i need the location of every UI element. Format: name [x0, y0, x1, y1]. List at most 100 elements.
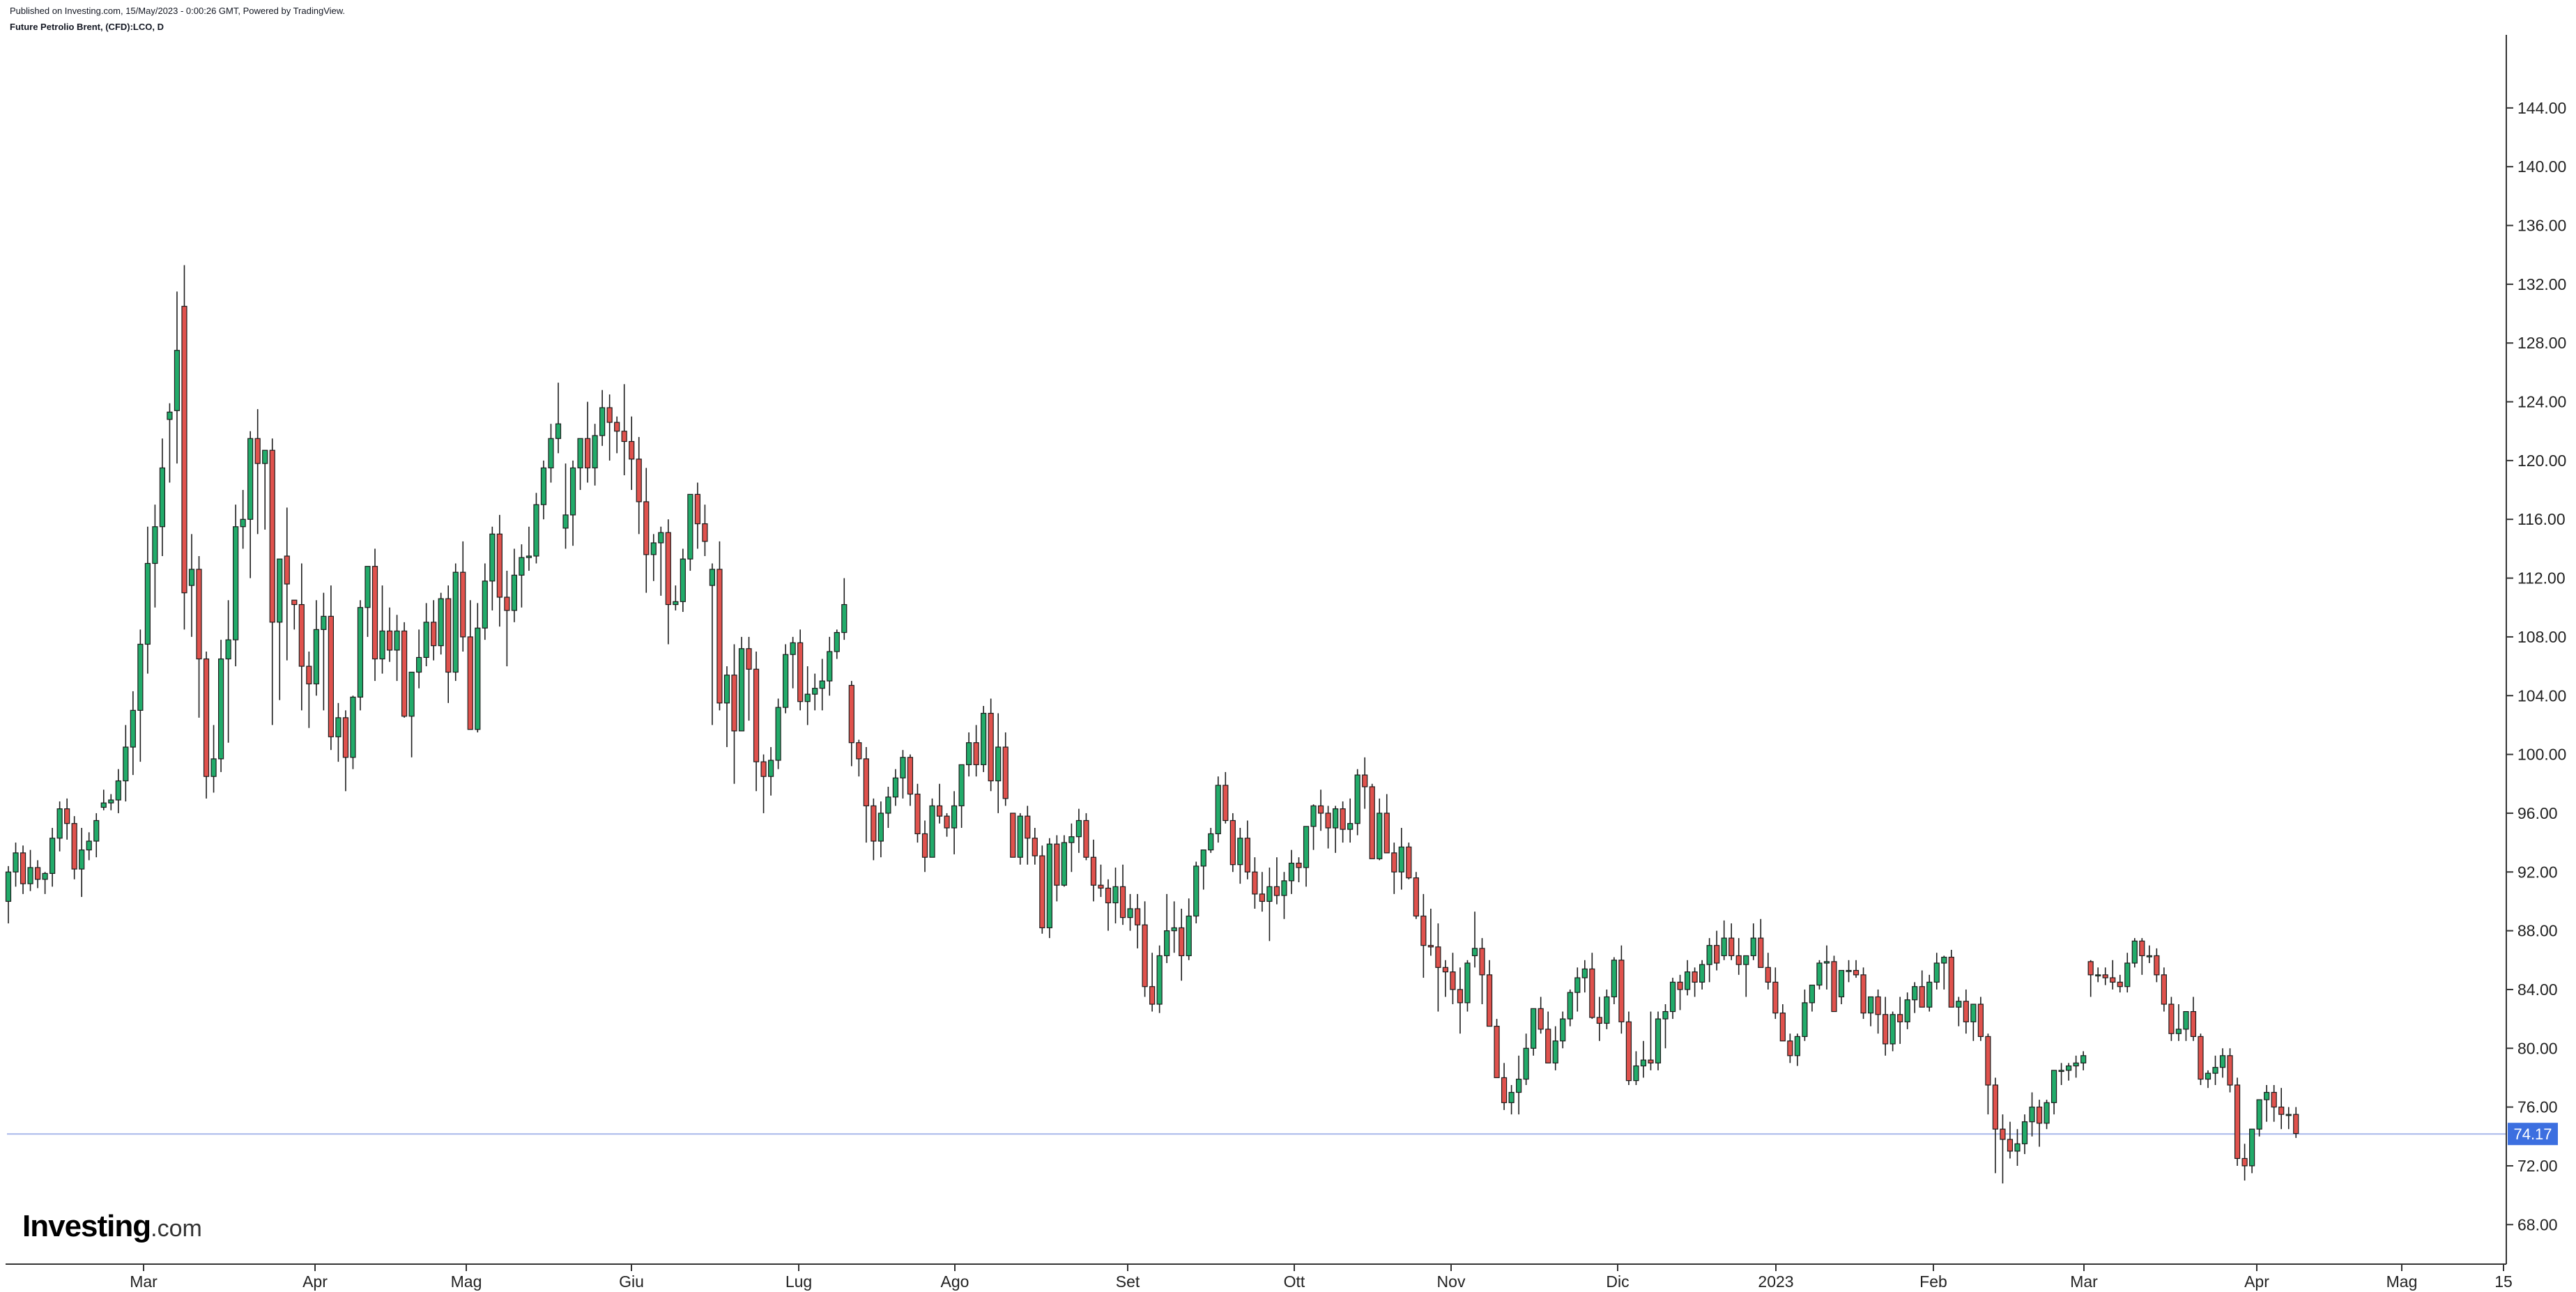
candle-body-up — [958, 764, 965, 806]
candle-body-down — [753, 668, 760, 762]
candle-body-down — [1977, 1003, 1984, 1038]
candle-body-up — [1721, 937, 1727, 957]
candle — [1516, 1055, 1522, 1115]
candle-body-down — [863, 758, 869, 806]
candle — [2007, 1121, 2014, 1159]
candle — [1325, 806, 1331, 849]
candle — [2139, 938, 2145, 975]
candle-body-down — [1486, 974, 1493, 1027]
candle-body-up — [123, 746, 129, 782]
candle — [371, 548, 378, 682]
candle-body-down — [1259, 893, 1266, 902]
candle — [1266, 867, 1273, 941]
candle — [1229, 813, 1236, 872]
candle — [856, 739, 862, 777]
candle-body-down — [431, 622, 437, 647]
candle-body-up — [159, 467, 166, 528]
candle-body-up — [658, 532, 664, 544]
candle-body-down — [716, 569, 723, 704]
y-tick-label: 120.00 — [2517, 452, 2566, 470]
candle — [1853, 960, 1860, 978]
candle-body-down — [1002, 746, 1009, 799]
candle-body-up — [1377, 813, 1383, 859]
candle — [1919, 970, 1925, 1008]
candle-body-down — [196, 569, 202, 660]
candle — [2095, 967, 2101, 983]
candle-body-down — [1222, 785, 1229, 822]
candle-body-down — [1273, 886, 1280, 896]
candle — [188, 534, 195, 637]
candle-body-up — [42, 872, 48, 880]
candle — [2014, 1129, 2021, 1166]
candle-body-up — [2066, 1065, 2072, 1071]
candle-body-up — [790, 642, 796, 655]
candle — [1985, 1033, 1991, 1115]
investing-logo[interactable]: Investing.com — [22, 1209, 202, 1244]
candle-body-up — [1017, 815, 1023, 858]
candle-body-up — [1112, 886, 1119, 904]
candle-body-up — [1508, 1091, 1515, 1103]
candle-body-up — [2285, 1114, 2292, 1116]
candle — [2124, 953, 2131, 993]
candle-body-up — [2205, 1072, 2211, 1080]
candle-body-up — [533, 504, 539, 557]
candle — [1354, 769, 1360, 836]
candle — [2293, 1107, 2299, 1138]
candle-body-up — [144, 562, 151, 645]
candle-body-down — [2102, 974, 2108, 978]
candle-body-up — [1574, 977, 1581, 993]
candle-body-down — [2000, 1128, 2006, 1140]
candle-body-up — [1075, 820, 1082, 838]
candle-body-up — [277, 558, 283, 623]
candle — [1362, 757, 1368, 809]
candle — [1677, 974, 1683, 1010]
candle-body-down — [921, 833, 928, 858]
candle-body-down — [2168, 1003, 2175, 1034]
candle-body-up — [2124, 962, 2131, 987]
candle — [5, 866, 12, 924]
candle — [2110, 960, 2116, 990]
candle — [1208, 828, 1214, 853]
candle — [1633, 1051, 1639, 1085]
candle — [1317, 790, 1324, 831]
candle — [1075, 808, 1082, 853]
y-tick-label: 92.00 — [2517, 863, 2558, 881]
candle-body-up — [1640, 1059, 1647, 1067]
candle — [1442, 960, 1449, 997]
candle — [819, 659, 825, 711]
candle-body-up — [1567, 992, 1573, 1020]
candle-body-up — [885, 797, 891, 814]
candle-body-down — [1589, 968, 1595, 1018]
candle — [86, 832, 92, 861]
candle — [709, 563, 716, 725]
candle-body-down — [636, 459, 642, 502]
candle-body-up — [423, 622, 429, 659]
candle — [1552, 1026, 1558, 1070]
candle-body-down — [1391, 852, 1397, 872]
candle — [1831, 955, 1837, 1013]
candle-body-up — [1956, 1001, 1962, 1008]
candle-body-down — [1134, 908, 1141, 925]
candle — [1618, 945, 1625, 1034]
candle — [944, 813, 950, 837]
candle-body-down — [1296, 863, 1302, 868]
candle — [460, 541, 466, 652]
candle — [2146, 945, 2152, 963]
candle-body-up — [1633, 1065, 1639, 1082]
candle-body-up — [738, 648, 745, 732]
candle — [533, 493, 539, 564]
candle — [1684, 960, 1691, 996]
candle-body-down — [988, 712, 994, 782]
candle — [1010, 813, 1016, 858]
candle-body-up — [995, 746, 1002, 782]
candle — [1728, 923, 1735, 960]
candle — [1867, 996, 1874, 1026]
candle-body-down — [621, 431, 627, 443]
candle-body-up — [1684, 971, 1691, 990]
candle — [452, 563, 459, 682]
candle — [1222, 771, 1229, 824]
candle-body-up — [804, 693, 811, 702]
candle-body-down — [1098, 884, 1104, 889]
candle-body-down — [907, 757, 914, 795]
candle — [2021, 1114, 2028, 1155]
